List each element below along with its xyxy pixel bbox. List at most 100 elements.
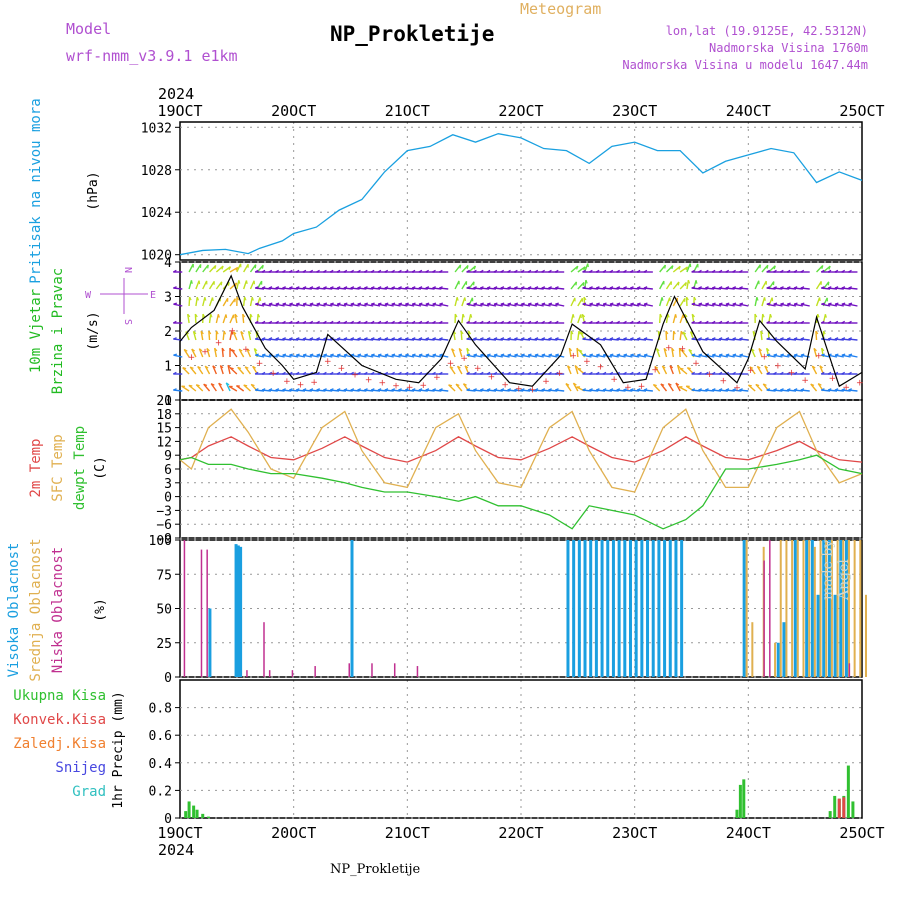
wind-arrow [343,389,353,392]
wind-arrow-head [616,286,621,289]
wind-arrow [732,338,742,341]
wind-arrow [330,303,340,307]
wind-arrow [698,303,708,307]
wind-arrow-head [773,353,778,356]
wind-arrow-head [582,282,585,286]
wind-arrow-head [577,367,582,370]
wind-arrow [637,338,647,341]
wind-arrow-head [391,337,396,340]
wind-arrow-head [507,302,512,305]
wind-arrow-head [554,320,559,324]
wind-arrow-head [732,269,736,273]
wind-arrow [343,303,353,307]
wind-arrow [302,338,312,341]
wind-arrow-head [513,371,518,375]
altitude-model-label: Nadmorska Visina u modelu 1647.44m [622,58,868,72]
wind-arrow-head [780,302,784,305]
wind-arrow [570,281,578,290]
wind-arrow-head [773,286,777,289]
wind-arrow [188,263,194,273]
wind-arrow-head [302,302,307,305]
wind-arrow-head [225,314,228,319]
wind-arrow-head [316,388,321,391]
wind-arrow [712,287,722,290]
wind-arrow-head [841,269,845,273]
wind-arrow [739,389,749,392]
wind-arrow [577,314,582,324]
wind-arrow [815,280,822,290]
wind-arrow-head [253,348,258,352]
precip-bar-total [828,811,832,818]
compass-s-label: S [122,319,133,325]
wind-arrow-head [432,269,436,273]
wind-arrow-head [231,349,236,352]
wind-arrow-head [439,302,443,305]
wind-arrow-head [751,348,755,352]
wind-arrow-head [363,320,368,324]
wind-arrow-head [449,366,454,369]
cloud-bar-low [263,622,265,677]
wind-arrow [418,338,428,341]
wind-arrow-head [493,320,498,324]
xtick-label-top: 23OCT [612,102,657,120]
wind-arrow-head [486,388,491,391]
wind-arrow [643,303,653,307]
wind-arrow [377,389,387,392]
wind-ylabel-1: 10m Vjetar [28,289,44,373]
wind-arrow-head [275,320,279,324]
wind-arrow [827,287,838,290]
wind-arrow [418,303,428,307]
wind-arrow [589,303,599,307]
wind-arrow-head [466,265,469,269]
wind-gust-mark: + [324,357,332,367]
wind-arrow [268,303,278,307]
wind-arrow [787,303,797,307]
wind-arrow [848,287,858,290]
wind-arrow [698,389,708,392]
wind-arrow [225,382,231,392]
wind-arrow-head [336,388,341,391]
wind-arrow [246,348,252,358]
wind-arrow [780,287,790,290]
wind-arrow [739,287,749,290]
wind-arrow-head [261,353,266,356]
wind-arrow [521,354,531,358]
wind-arrow [676,365,681,375]
wind-arrow-head [458,347,463,352]
wind-arrow-head [507,388,511,391]
wind-arrow [800,303,810,307]
wind-arrow [330,389,340,392]
wind-arrow-head [189,366,194,369]
model-label: Model [66,20,112,38]
xtick-label-top: 22OCT [498,102,543,120]
xtick-label-bottom: 19OCT [157,824,202,842]
wind-arrow-head [350,353,355,356]
wind-arrow-head [364,353,368,356]
wind-arrow [747,384,756,392]
wind-arrow [364,338,374,341]
wind-arrow-head [295,320,300,324]
wind-unit: (m/s) [86,311,101,350]
wind-arrow-head [227,282,230,286]
wind-arrow [623,338,633,341]
panel-frame-temp [179,399,863,539]
wind-arrow-head [398,320,402,324]
wind-arrow-head [739,388,743,391]
wind-arrow-head [667,313,670,318]
cloud-bar-low [769,540,771,677]
wind-arrow-head [718,388,723,391]
wind-arrow-head [609,320,614,324]
wind-arrow-head [820,286,825,289]
wind-arrow [275,287,285,290]
wind-arrow-head [817,313,820,318]
wind-gust-mark: + [760,352,768,362]
wind-arrow-head [704,371,709,375]
wind-arrow-head [725,269,730,273]
wind-gust-mark: + [651,365,659,375]
wind-arrow [371,354,381,358]
wind-arrow-head [576,265,579,270]
wind-arrow-head [841,353,846,356]
wind-arrow-head [261,265,264,269]
wind-arrow-head [534,286,539,289]
wind-arrow-head [398,353,403,356]
